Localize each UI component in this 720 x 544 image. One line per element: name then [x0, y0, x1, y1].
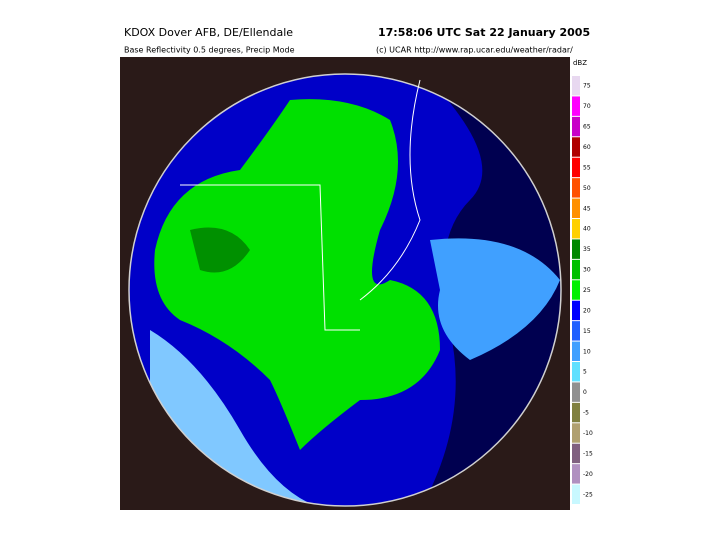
echo-green	[154, 99, 440, 451]
range-ring	[128, 73, 562, 507]
legend-swatch	[572, 321, 580, 341]
legend-swatch	[572, 96, 580, 116]
legend-label: 50	[583, 185, 591, 192]
legend-swatch	[572, 178, 580, 198]
legend-swatch	[572, 423, 580, 443]
legend-swatch	[572, 219, 580, 239]
legend-swatch	[572, 259, 580, 280]
legend-label: 20	[583, 307, 591, 314]
legend-label: -15	[583, 450, 593, 457]
legend-label: 45	[583, 205, 591, 212]
echo-light-blue	[430, 238, 560, 360]
legend-label: 10	[583, 348, 591, 355]
legend-label: 0	[583, 389, 587, 396]
legend-label: 30	[583, 267, 591, 274]
legend-unit: dBZ	[573, 59, 587, 67]
legend-label: 70	[583, 103, 591, 110]
product-label: Base Reflectivity 0.5 degrees, Precip Mo…	[124, 46, 295, 55]
legend-label: 65	[583, 124, 591, 131]
legend-label: 60	[583, 144, 591, 151]
legend-swatch	[572, 280, 580, 300]
legend-swatch	[572, 76, 580, 96]
legend-swatch	[572, 137, 580, 157]
state-border	[180, 184, 360, 331]
coastline	[359, 79, 421, 301]
legend-label: 55	[583, 164, 591, 171]
legend-label: 35	[583, 246, 591, 253]
legend-swatch	[572, 484, 580, 504]
legend-label: 25	[583, 287, 591, 294]
legend-swatch	[572, 116, 580, 137]
legend-swatch	[572, 157, 580, 178]
timestamp: 17:58:06 UTC Sat 22 January 2005	[378, 26, 590, 39]
legend-label: 15	[583, 328, 591, 335]
legend-label: 75	[583, 83, 591, 90]
credit-label: (c) UCAR http://www.rap.ucar.edu/weather…	[376, 46, 573, 55]
legend-label: 40	[583, 226, 591, 233]
legend-swatch	[572, 239, 580, 259]
legend-swatch	[572, 382, 580, 402]
legend-swatch	[572, 198, 580, 218]
legend-swatch	[572, 341, 580, 361]
header-band	[120, 20, 580, 57]
legend-label: -5	[583, 410, 589, 417]
legend-label: -20	[583, 471, 593, 478]
legend-label: 5	[583, 369, 587, 376]
legend-label: -10	[583, 430, 593, 437]
legend-swatch	[572, 464, 580, 484]
legend-swatch	[572, 300, 580, 321]
legend-swatch	[572, 443, 580, 464]
station-title: KDOX Dover AFB, DE/Ellendale	[124, 26, 293, 39]
legend-swatch	[572, 362, 580, 382]
legend-swatch	[572, 402, 580, 423]
legend: 757065605550454035302520151050-5-10-15-2…	[572, 76, 593, 504]
echo-dark-green	[190, 227, 250, 273]
legend-label: -25	[583, 491, 593, 498]
